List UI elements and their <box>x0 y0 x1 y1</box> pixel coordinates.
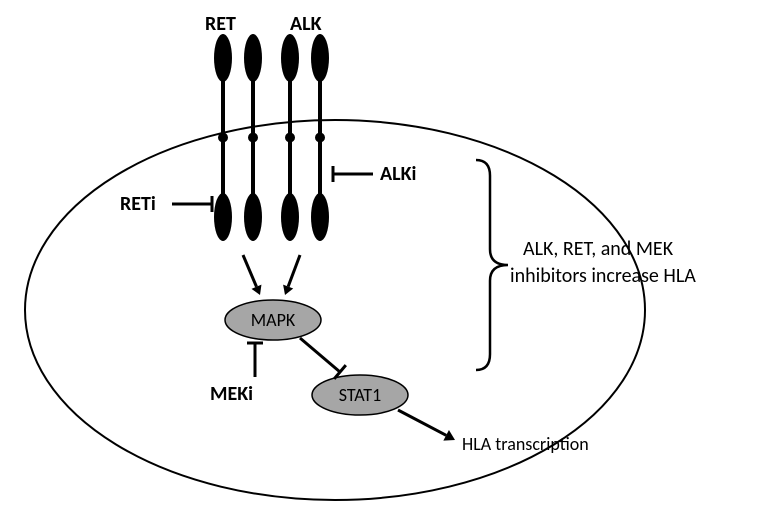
reti-label: RETi <box>120 192 156 216</box>
mapk-label: MAPK <box>251 309 296 331</box>
alki-label: ALKi <box>380 162 416 186</box>
hla-transcription-label: HLA transcription <box>462 433 589 455</box>
stat1-label: STAT1 <box>339 384 381 406</box>
summary-line-2: inhibitors increase HLA <box>510 264 696 288</box>
summary-line-1: ALK, RET, and MEK <box>523 237 674 261</box>
meki-label: MEKi <box>210 382 253 406</box>
ret-label: RET <box>205 12 236 36</box>
alk-label: ALK <box>290 12 322 36</box>
